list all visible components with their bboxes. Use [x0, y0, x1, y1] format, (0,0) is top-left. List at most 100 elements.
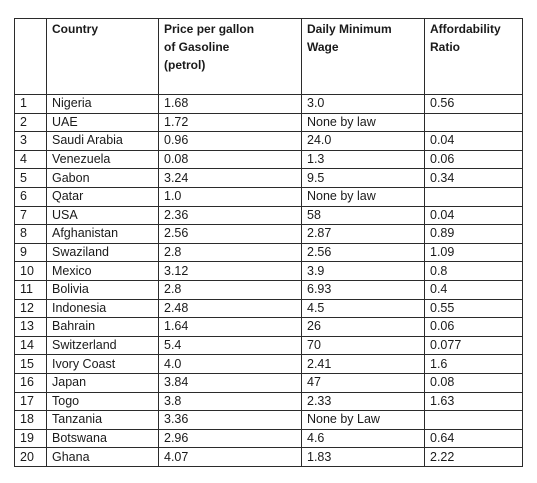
min-wage-cell: 24.0 [301, 131, 425, 151]
header-index [14, 18, 47, 95]
table-row: 14 Switzerland 5.4 70 0.077 [14, 335, 523, 356]
row-index-cell: 18 [14, 410, 47, 430]
table-row: 7 USA 2.36 58 0.04 [14, 205, 523, 226]
table-body: 1 Nigeria 1.68 3.0 0.56 2 UAE 1.72 None by law 3 S… [14, 94, 523, 467]
country-cell: Bolivia [46, 279, 159, 300]
min-wage-cell: 3.0 [301, 94, 425, 114]
min-wage-cell: 26 [301, 317, 425, 337]
min-wage-cell: 2.87 [301, 224, 425, 244]
header-gas-price: Price per gallon of Gasoline (petrol) [158, 18, 302, 95]
affordability-ratio-cell: 0.34 [424, 168, 523, 188]
header-min-wage-line: Wage [307, 40, 339, 54]
affordability-ratio-cell: 0.06 [424, 317, 523, 337]
country-cell: Ivory Coast [46, 354, 159, 374]
row-index-cell: 16 [14, 372, 47, 393]
table-row: 17 Togo 3.8 2.33 1.63 [14, 391, 523, 412]
affordability-ratio-cell: 0.64 [424, 428, 523, 449]
gas-price-cell: 4.0 [158, 354, 302, 374]
affordability-ratio-cell: 2.22 [424, 447, 523, 467]
affordability-ratio-cell: 0.55 [424, 298, 523, 319]
table-row: 18 Tanzania 3.36 None by Law [14, 410, 523, 430]
table-row: 15 Ivory Coast 4.0 2.41 1.6 [14, 354, 523, 374]
gas-price-cell: 2.8 [158, 279, 302, 300]
gas-price-cell: 2.56 [158, 224, 302, 244]
gas-price-cell: 5.4 [158, 335, 302, 356]
affordability-ratio-cell: 0.56 [424, 94, 523, 114]
country-cell: Nigeria [46, 94, 159, 114]
gas-price-cell: 3.12 [158, 261, 302, 281]
table-header: Country Price per gallon of Gasoline (petro… [14, 18, 523, 95]
gas-price-cell: 2.96 [158, 428, 302, 449]
country-cell: Bahrain [46, 317, 159, 337]
table-row: 9 Swaziland 2.8 2.56 1.09 [14, 242, 523, 263]
row-index-cell: 10 [14, 261, 47, 281]
affordability-ratio-cell: 0.89 [424, 224, 523, 244]
row-index-cell: 12 [14, 298, 47, 319]
row-index-cell: 17 [14, 391, 47, 412]
country-cell: USA [46, 205, 159, 226]
affordability-ratio-cell: 0.04 [424, 131, 523, 151]
gas-price-cell: 2.48 [158, 298, 302, 319]
min-wage-cell: 58 [301, 205, 425, 226]
affordability-ratio-cell: 0.4 [424, 279, 523, 300]
gas-price-cell: 1.64 [158, 317, 302, 337]
affordability-ratio-cell: 0.04 [424, 205, 523, 226]
row-index-cell: 4 [14, 149, 47, 170]
min-wage-cell: 6.93 [301, 279, 425, 300]
table-row: 19 Botswana 2.96 4.6 0.64 [14, 428, 523, 449]
header-min-wage: Daily Minimum Wage [301, 18, 425, 95]
row-index-cell: 2 [14, 112, 47, 133]
row-index-cell: 20 [14, 447, 47, 467]
country-cell: Afghanistan [46, 224, 159, 244]
min-wage-cell: 47 [301, 372, 425, 393]
min-wage-cell: 3.9 [301, 261, 425, 281]
gas-price-cell: 3.8 [158, 391, 302, 412]
affordability-ratio-cell [424, 112, 523, 133]
table-row: 12 Indonesia 2.48 4.5 0.55 [14, 298, 523, 319]
row-index-cell: 9 [14, 242, 47, 263]
min-wage-cell: 1.3 [301, 149, 425, 170]
affordability-ratio-cell: 1.09 [424, 242, 523, 263]
gas-price-cell: 3.84 [158, 372, 302, 393]
affordability-ratio-cell [424, 186, 523, 207]
row-index-cell: 3 [14, 131, 47, 151]
header-gas-price-line: of Gasoline [164, 40, 230, 54]
min-wage-cell: 9.5 [301, 168, 425, 188]
table-row: 8 Afghanistan 2.56 2.87 0.89 [14, 224, 523, 244]
affordability-ratio-cell: 0.8 [424, 261, 523, 281]
gas-price-cell: 3.36 [158, 410, 302, 430]
affordability-ratio-cell: 0.08 [424, 372, 523, 393]
table-row: 6 Qatar 1.0 None by law [14, 186, 523, 207]
row-index-cell: 13 [14, 317, 47, 337]
row-index-cell: 6 [14, 186, 47, 207]
table-row: 2 UAE 1.72 None by law [14, 112, 523, 133]
country-cell: Mexico [46, 261, 159, 281]
table-row: 11 Bolivia 2.8 6.93 0.4 [14, 279, 523, 300]
header-affordability-ratio-line: Affordability [430, 22, 501, 36]
country-cell: Venezuela [46, 149, 159, 170]
min-wage-cell: 2.56 [301, 242, 425, 263]
min-wage-cell: None by law [301, 112, 425, 133]
country-cell: Switzerland [46, 335, 159, 356]
gas-price-cell: 1.68 [158, 94, 302, 114]
row-index-cell: 8 [14, 224, 47, 244]
table-row: 5 Gabon 3.24 9.5 0.34 [14, 168, 523, 188]
affordability-ratio-cell: 0.06 [424, 149, 523, 170]
header-min-wage-line: Daily Minimum [307, 22, 392, 36]
gas-price-cell: 1.0 [158, 186, 302, 207]
min-wage-cell: 1.83 [301, 447, 425, 467]
table-row: 10 Mexico 3.12 3.9 0.8 [14, 261, 523, 281]
header-affordability-ratio-line: Ratio [430, 40, 460, 54]
country-cell: Swaziland [46, 242, 159, 263]
min-wage-cell: None by Law [301, 410, 425, 430]
country-cell: Tanzania [46, 410, 159, 430]
table-row: 1 Nigeria 1.68 3.0 0.56 [14, 94, 523, 114]
affordability-ratio-cell: 0.077 [424, 335, 523, 356]
affordability-ratio-cell: 1.6 [424, 354, 523, 374]
row-index-cell: 15 [14, 354, 47, 374]
min-wage-cell: 2.33 [301, 391, 425, 412]
table-row: 3 Saudi Arabia 0.96 24.0 0.04 [14, 131, 523, 151]
header-country-line: Country [52, 22, 98, 36]
gas-price-cell: 3.24 [158, 168, 302, 188]
gas-price-cell: 2.36 [158, 205, 302, 226]
